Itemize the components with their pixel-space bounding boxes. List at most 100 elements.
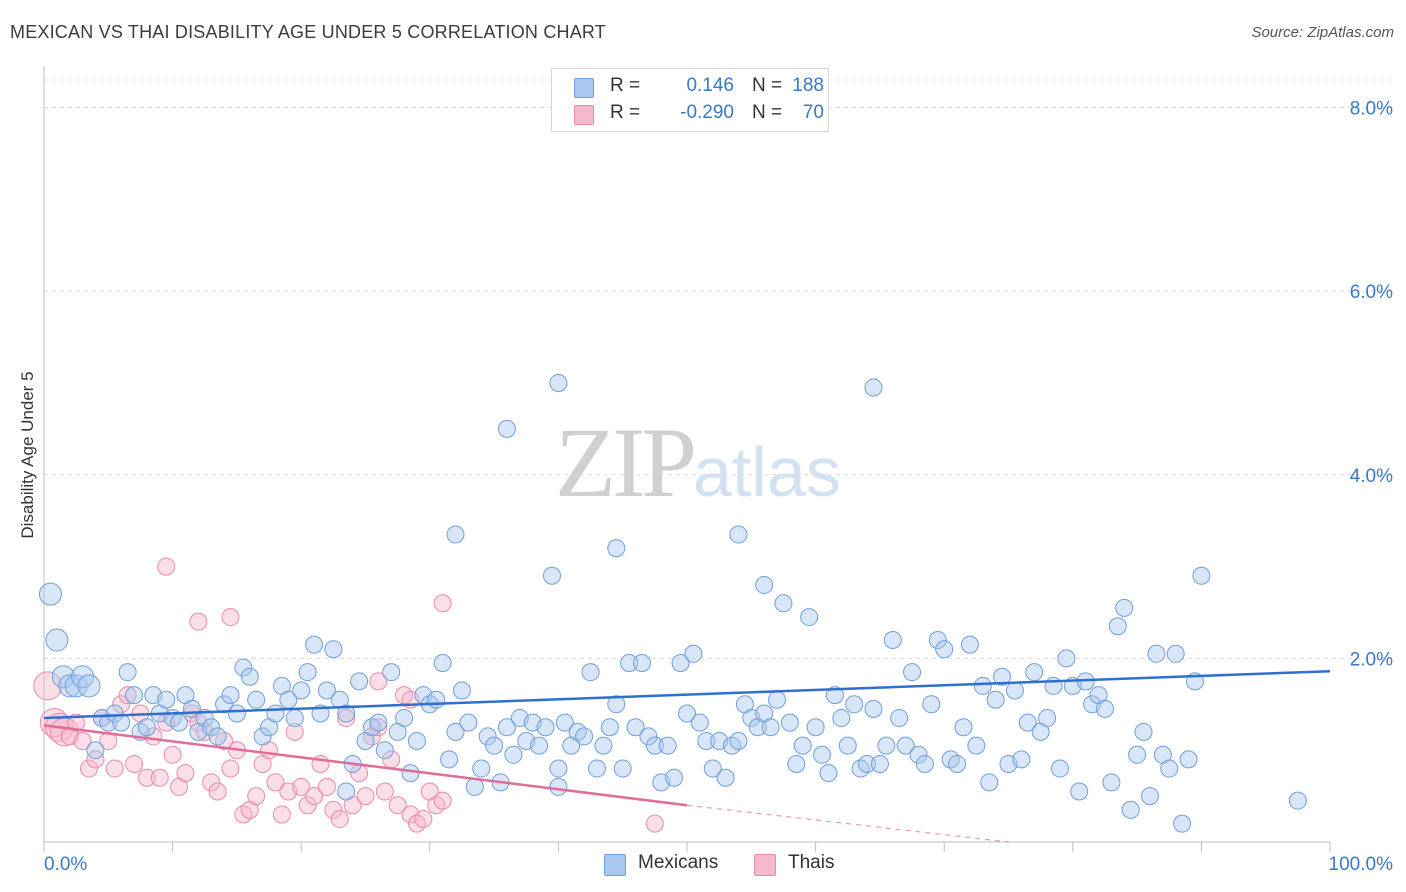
mexicans-point <box>170 713 189 732</box>
mexicans-point <box>105 704 124 723</box>
mexicans-point <box>446 722 465 741</box>
mexicans-point <box>903 663 922 682</box>
thais-point <box>324 800 343 819</box>
y-tick-label: 4.0% <box>1350 466 1393 487</box>
legend-r-label: R = <box>610 102 641 123</box>
x-tick-label-min: 0.0% <box>44 854 87 875</box>
mexicans-point <box>1147 644 1166 663</box>
thais-point <box>369 672 388 691</box>
mexicans-point <box>407 732 426 751</box>
thais-point <box>395 686 414 705</box>
mexicans-point <box>819 764 838 783</box>
thais-point <box>137 768 156 787</box>
mexicans-point <box>587 759 606 778</box>
thais-point <box>202 773 221 792</box>
mexicans-legend-label: Mexicans <box>638 852 719 873</box>
mexicans-point <box>536 718 555 737</box>
mexicans-point <box>118 663 137 682</box>
thais-point <box>176 764 195 783</box>
mexicans-point <box>77 674 101 698</box>
mexicans-point <box>440 750 459 769</box>
chart-title: MEXICAN VS THAI DISABILITY AGE UNDER 5 C… <box>10 22 606 42</box>
mexicans-point <box>935 640 954 659</box>
mexicans-swatch <box>574 78 594 98</box>
mexicans-point <box>877 736 896 755</box>
thais-point <box>272 805 291 824</box>
mexicans-point <box>157 690 176 709</box>
gridlines <box>44 79 1392 659</box>
mexicans-point <box>86 741 105 760</box>
mexicans-point <box>253 727 272 746</box>
mexicans-point <box>395 709 414 728</box>
thais-point <box>298 796 317 815</box>
mexicans-point <box>1038 709 1057 728</box>
mexicans-point <box>575 727 594 746</box>
mexicans-point <box>600 718 619 737</box>
mexicans-point <box>607 695 626 714</box>
mexicans-point <box>787 754 806 773</box>
mexicans-point <box>800 608 819 627</box>
mexicans-point <box>922 695 941 714</box>
mexicans-point <box>948 754 967 773</box>
mexicans-point <box>658 736 677 755</box>
legend-n-value: 188 <box>792 75 824 96</box>
thais-point <box>125 754 144 773</box>
mexicans-point <box>973 676 992 695</box>
mexicans-point <box>542 566 561 585</box>
mexicans-point <box>202 718 221 737</box>
mexicans-point <box>986 690 1005 709</box>
thais-point <box>105 759 124 778</box>
thais-legend-label: Thais <box>788 852 835 873</box>
mexicans-point <box>446 525 465 544</box>
mexicans-point <box>703 759 722 778</box>
thais-point <box>414 810 433 829</box>
thais-point <box>375 782 394 801</box>
thais-point <box>247 787 266 806</box>
thais-point <box>427 796 446 815</box>
mexicans-point <box>38 582 62 606</box>
mexicans-point <box>1128 745 1147 764</box>
mexicans-point <box>639 727 658 746</box>
tick-labels: 2.0% 4.0% 6.0% 8.0% 0.0% 100.0% <box>44 99 1393 875</box>
mexicans-point <box>838 736 857 755</box>
mexicans-point <box>433 653 452 672</box>
thais-swatch <box>574 105 594 125</box>
mexicans-point <box>1288 791 1307 810</box>
mexicans-point <box>337 704 356 723</box>
thais-trend-line <box>43 724 688 807</box>
source-label: Source: ZipAtlas.com <box>1251 24 1394 41</box>
mexicans-point <box>909 745 928 764</box>
mexicans-point <box>45 628 69 652</box>
mexicans-point <box>883 631 902 650</box>
mexicans-point <box>1134 722 1153 741</box>
mexicans-point <box>292 681 311 700</box>
mexicans-point <box>266 704 285 723</box>
mexicans-point <box>768 690 787 709</box>
mexicans-point <box>1057 649 1076 668</box>
mexicans-point <box>645 736 664 755</box>
mexicans-point <box>99 713 118 732</box>
legend-r-label: R = <box>610 75 641 96</box>
mexicans-point <box>247 690 266 709</box>
mexicans-point <box>806 718 825 737</box>
thais-point <box>208 782 227 801</box>
thais-point <box>407 814 426 833</box>
mexicans-point <box>980 773 999 792</box>
mexicans-point <box>1140 787 1159 806</box>
mexicans-point <box>665 768 684 787</box>
mexicans-point <box>401 764 420 783</box>
mexicans-point <box>549 759 568 778</box>
mexicans-point <box>954 718 973 737</box>
legend-n-value: 70 <box>802 102 824 123</box>
thais-point <box>118 686 137 705</box>
x-tick-label-max: 100.0% <box>1329 854 1394 875</box>
mexicans-point <box>375 741 394 760</box>
thais-point <box>150 768 169 787</box>
thais-point <box>221 759 240 778</box>
y-tick-label: 6.0% <box>1350 282 1393 303</box>
mexicans-point <box>607 539 626 558</box>
thais-point <box>221 608 240 627</box>
mexicans-point <box>632 653 651 672</box>
mexicans-point <box>362 718 381 737</box>
mexicans-point <box>594 736 613 755</box>
